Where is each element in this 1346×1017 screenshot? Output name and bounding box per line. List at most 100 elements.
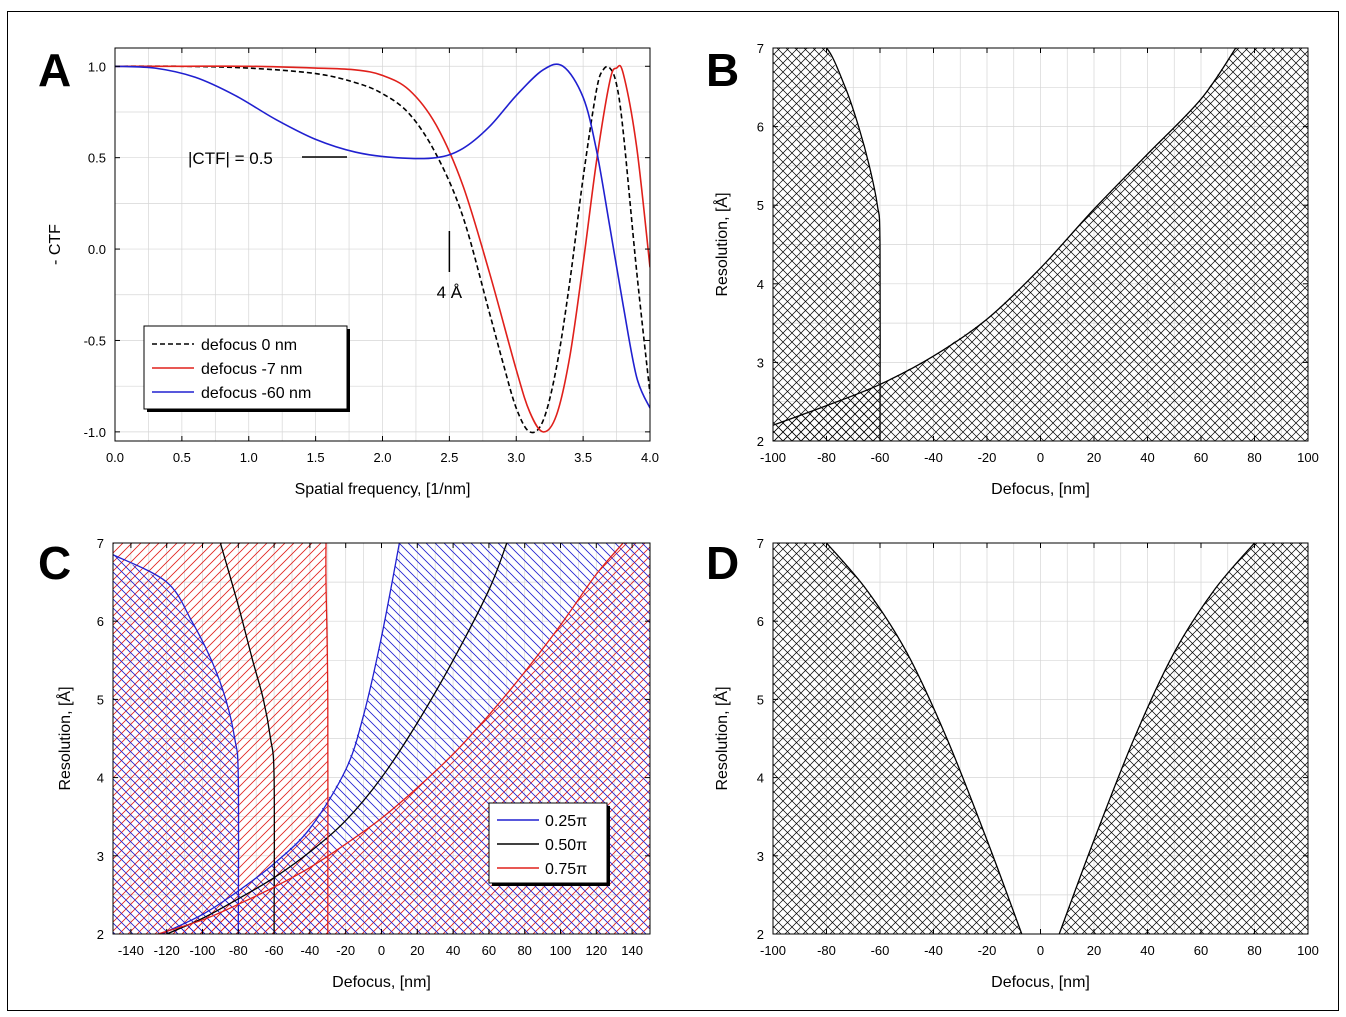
panel-c-xtick-label: -40: [301, 943, 320, 958]
panel-c-xtick-label: -20: [336, 943, 355, 958]
panel-d-ytick-label: 3: [757, 849, 764, 864]
panel-c-curve-right-0: [161, 543, 401, 934]
panel-b-xtick-label: -80: [817, 450, 836, 465]
panel-a-xtick-label: 3.0: [507, 450, 525, 465]
panel-c-xtick-label: -80: [229, 943, 248, 958]
panel-c-xtick-label: 40: [446, 943, 460, 958]
panel-c-curve-left-2: [325, 543, 329, 934]
panel-d-xtick-label: -80: [817, 943, 836, 958]
panel-d-hatch-right: [1059, 543, 1308, 934]
panel-a-xtick-label: 1.5: [307, 450, 325, 465]
panel-a-series: [115, 63, 650, 434]
panel-d-xtick-label: -40: [924, 943, 943, 958]
panel-label-b: B: [706, 44, 739, 96]
panel-a-ytick-label: 1.0: [88, 59, 106, 74]
panel-d-ylabel: Resolution, [Å]: [712, 686, 731, 790]
panel-c-curve-right-1: [166, 543, 508, 934]
panel-b-ytick-label: 5: [757, 198, 764, 213]
panel-d-xtick-label: -20: [978, 943, 997, 958]
panel-d-xtick-label: -60: [871, 943, 890, 958]
panel-d-xtick-label: 0: [1037, 943, 1044, 958]
panel-c-xtick-label: 0: [378, 943, 385, 958]
panel-c-ytick-label: 3: [97, 849, 104, 864]
panel-b-boundary-right: [773, 48, 1237, 426]
figure-border: [7, 11, 1339, 1011]
panel-b-hatch-left: [773, 48, 880, 441]
panel-c-curve-left-0: [113, 554, 240, 934]
panel-d-ytick-label: 5: [757, 692, 764, 707]
panel-b-ytick-label: 2: [757, 434, 764, 449]
panel-a-xtick-label: 2.0: [373, 450, 391, 465]
annotation-ctf-half: |CTF| = 0.5: [188, 149, 273, 168]
panel-b-ylabel: Resolution, [Å]: [712, 192, 731, 296]
panel-b-ytick-label: 6: [757, 120, 764, 135]
panel-c-xtick-label: 60: [482, 943, 496, 958]
panel-b-chart: -100 -80 -60 -40 -20 0 20 40 60 80 100 2 3 4 5 6 7 Defocu…: [712, 41, 1319, 498]
panel-d-regions: [773, 543, 1308, 934]
panel-c-xtick-label: 20: [410, 943, 424, 958]
panel-c-legend-label-0: 0.25π: [545, 813, 587, 830]
panel-a-legend-label-2: defocus -60 nm: [201, 385, 311, 402]
panel-d-xtick-label: 100: [1297, 943, 1319, 958]
panel-a-xtick-label: 0.5: [173, 450, 191, 465]
panel-c-xtick-label: 80: [517, 943, 531, 958]
panel-d-ytick-label: 7: [757, 536, 764, 551]
panel-d-xtick-label: -100: [760, 943, 786, 958]
panel-a-legend-label-1: defocus -7 nm: [201, 361, 302, 378]
panel-a-chart: 0.0 0.5 1.0 1.5 2.0 2.5 3.0 3.5 4.0 1.0 0.5 0.0 -0.5…: [47, 47, 659, 498]
panel-c-xtick-label: -60: [265, 943, 284, 958]
panel-b-xtick-label: 0: [1037, 450, 1044, 465]
panel-a-series-line-1: [115, 64, 650, 433]
panel-label-c: C: [38, 537, 71, 589]
panel-a-ytick-label: 0.5: [88, 151, 106, 166]
panel-d-chart: -100 -80 -60 -40 -20 0 20 40 60 80 100 2 3 4 5 6 7 Defocu…: [712, 536, 1319, 991]
panel-c-curve-left-1: [219, 543, 276, 934]
panel-a-xtick-label: 4.0: [641, 450, 659, 465]
panel-c-legend-shadow: [492, 883, 610, 886]
panel-a-ytick-label: 0.0: [88, 242, 106, 257]
panel-d-xtick-label: 60: [1194, 943, 1208, 958]
panel-b-xlabel: Defocus, [nm]: [991, 481, 1090, 498]
panel-a-ytick-label: -1.0: [84, 425, 106, 440]
panel-b-ytick-label: 3: [757, 355, 764, 370]
panel-d-xtick-label: 20: [1087, 943, 1101, 958]
panel-c-chart: -140 -120 -100 -80 -60 -40 -20 0 20 40 60 80 100 120 1…: [55, 536, 651, 991]
panel-d-ytick-label: 4: [757, 771, 764, 786]
panel-d-xlabel: Defocus, [nm]: [991, 974, 1090, 991]
panel-b-hatch-right: [773, 48, 1308, 441]
panel-c-xtick-label: -140: [118, 943, 144, 958]
panel-c-xtick-label: 120: [585, 943, 607, 958]
panel-d-boundary-left: [826, 543, 1023, 934]
panel-a-xtick-label: 3.5: [574, 450, 592, 465]
panel-b-regions: [773, 48, 1308, 441]
panel-c-ytick-label: 2: [97, 927, 104, 942]
panel-a-legend-label-0: defocus 0 nm: [201, 337, 297, 354]
panel-a-ytick-label: -0.5: [84, 333, 106, 348]
panel-b-xtick-label: 80: [1247, 450, 1261, 465]
panel-c-ytick-label: 5: [97, 692, 104, 707]
panel-b-xtick-label: -100: [760, 450, 786, 465]
panel-c-xtick-label: 100: [550, 943, 572, 958]
panel-c-legend-box: [488, 802, 608, 884]
panel-a-ylabel: - CTF: [47, 224, 64, 265]
panel-b-xtick-label: 20: [1087, 450, 1101, 465]
panel-d-boundary-right: [1058, 543, 1255, 934]
panel-a-xtick-label: 1.0: [240, 450, 258, 465]
panel-c-legend-label-2: 0.75π: [545, 861, 587, 878]
panel-c-legend-label-1: 0.50π: [545, 837, 587, 854]
panel-a-xlabel: Spatial frequency, [1/nm]: [295, 481, 471, 498]
panel-c-ylabel: Resolution, [Å]: [55, 686, 74, 790]
panel-a-xtick-label: 2.5: [440, 450, 458, 465]
panel-b-xtick-label: 40: [1140, 450, 1154, 465]
panel-a-xtick-label: 0.0: [106, 450, 124, 465]
panel-c-xtick-label: -100: [189, 943, 215, 958]
panel-c-ytick-label: 7: [97, 536, 104, 551]
panel-b-xtick-label: 100: [1297, 450, 1319, 465]
panel-b-xtick-label: 60: [1194, 450, 1208, 465]
panel-c-xtick-label: 140: [621, 943, 643, 958]
panel-label-d: D: [706, 537, 739, 589]
panel-a-legend-shadow: [347, 329, 350, 412]
panel-b-ytick-label: 4: [757, 277, 764, 292]
panel-c-curve-right-2: [157, 543, 624, 934]
panel-b-boundary-left: [794, 48, 881, 441]
